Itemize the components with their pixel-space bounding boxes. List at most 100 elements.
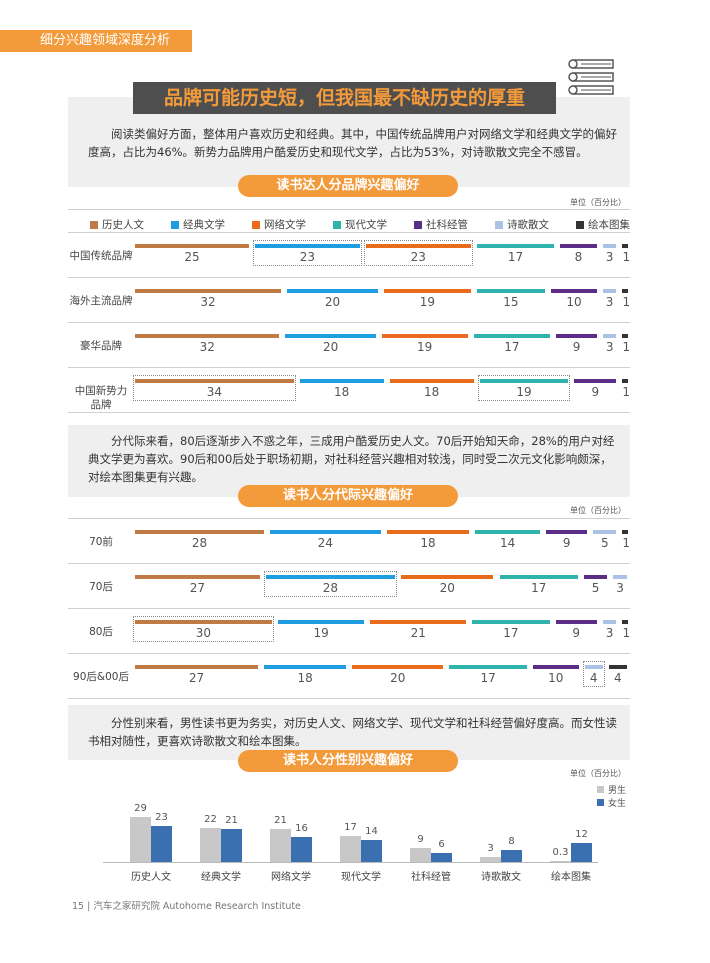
row-label: 海外主流品牌 bbox=[69, 295, 133, 307]
legend-label: 社科经管 bbox=[426, 219, 468, 231]
chart-title-pill: 读书人分性别兴趣偏好 bbox=[238, 750, 458, 772]
data-label: 28 bbox=[191, 536, 208, 550]
bar bbox=[550, 861, 571, 862]
data-label: 20 bbox=[322, 340, 339, 354]
generation-paragraph: 分代际来看，80后逐渐步入不惑之年，三成用户酷爱历史人文。70后开始知天命，28… bbox=[88, 434, 615, 484]
data-label: 10 bbox=[566, 295, 582, 309]
bar-segment bbox=[479, 379, 569, 383]
data-label: 10 bbox=[548, 671, 564, 685]
bar-segment bbox=[370, 620, 467, 624]
data-label: 34 bbox=[206, 385, 222, 399]
category-label: 现代文学 bbox=[341, 872, 381, 883]
data-label: 0.3 bbox=[552, 847, 569, 859]
data-label: 29 bbox=[134, 803, 147, 815]
legend-item: 社科经管 bbox=[414, 217, 468, 232]
bar bbox=[410, 848, 431, 862]
divider bbox=[68, 367, 630, 368]
divider bbox=[68, 653, 630, 654]
bar-segment bbox=[622, 620, 629, 624]
bar-segment bbox=[560, 244, 597, 248]
bar-segment bbox=[622, 334, 629, 338]
data-label: 27 bbox=[188, 671, 205, 685]
data-label: 8 bbox=[574, 250, 583, 264]
bar-segment bbox=[622, 244, 629, 248]
data-label: 18 bbox=[424, 385, 440, 399]
bar-segment bbox=[532, 665, 579, 669]
data-label: 20 bbox=[439, 581, 455, 595]
bar-segment bbox=[386, 530, 470, 534]
intro-paragraph: 阅读类偏好方面，整体用户喜欢历史和经典。其中，中国传统品牌用户对网络文学和经典文… bbox=[88, 127, 617, 159]
data-label: 1 bbox=[622, 250, 631, 264]
legend-swatch bbox=[495, 220, 503, 229]
data-label: 9 bbox=[417, 834, 424, 846]
bar-segment bbox=[574, 379, 617, 383]
data-label: 21 bbox=[225, 815, 238, 827]
gender-chart: 读书人分性别兴趣偏好 单位（百分比） 男生 女生 29 23 历史人文 22 21 经典文学 21 1… bbox=[68, 750, 630, 890]
data-label: 21 bbox=[274, 815, 287, 827]
data-label: 5 bbox=[601, 536, 609, 550]
legend-swatch bbox=[333, 220, 341, 229]
bar-segment bbox=[264, 665, 347, 669]
data-label: 17 bbox=[480, 671, 496, 685]
row-label: 70前 bbox=[89, 536, 113, 548]
x-axis bbox=[103, 862, 598, 863]
generation-chart: 读书人分代际兴趣偏好 单位（百分比） 70前 28 24 18 14 9 5 1 70后 27 28 20… bbox=[68, 485, 631, 699]
bar-segment bbox=[476, 289, 546, 293]
bar-segment bbox=[299, 379, 384, 383]
data-label: 16 bbox=[295, 823, 308, 835]
data-label: 30 bbox=[195, 626, 212, 640]
highlight-box bbox=[263, 571, 398, 597]
bar-segment bbox=[593, 530, 617, 534]
legend-item: 经典文学 bbox=[171, 217, 225, 232]
brand-chart: 读书达人分品牌兴趣偏好 单位（百分比） 历史人文 经典文学 网络文学 现代文学 社科经管 诗歌… bbox=[68, 175, 630, 415]
bar-segment bbox=[365, 244, 471, 248]
footer: 15 | 汽车之家研究院 Autohome Research Institute bbox=[72, 901, 301, 912]
divider bbox=[68, 277, 630, 278]
legend-label: 女生 bbox=[607, 799, 626, 809]
bar bbox=[340, 835, 361, 862]
highlight-box bbox=[363, 240, 473, 266]
data-label: 18 bbox=[334, 385, 350, 399]
bar-segment bbox=[584, 665, 603, 669]
legend-label: 诗歌散文 bbox=[507, 219, 549, 231]
bar-segment bbox=[556, 334, 597, 338]
data-label: 1 bbox=[622, 626, 631, 640]
legend-item: 女生 bbox=[596, 796, 626, 809]
bar bbox=[291, 837, 312, 862]
divider bbox=[68, 209, 630, 210]
bar-segment bbox=[135, 620, 272, 624]
highlight-box bbox=[253, 240, 362, 266]
row-label: 中国新势力 品牌 bbox=[74, 385, 128, 411]
unit-label: 单位（百分比） bbox=[570, 769, 626, 778]
bar-segment bbox=[472, 620, 550, 624]
section-header: 细分兴趣领域深度分析 bbox=[0, 30, 192, 52]
data-label: 23 bbox=[299, 250, 316, 264]
bar-segment bbox=[602, 289, 617, 293]
highlight-box bbox=[477, 375, 571, 401]
data-label: 1 bbox=[622, 385, 630, 399]
divider bbox=[68, 322, 630, 323]
bar-segment bbox=[584, 575, 608, 579]
divider bbox=[68, 608, 630, 609]
page-title: 品牌可能历史短，但我国最不缺历史的厚重 bbox=[133, 82, 556, 114]
legend-item: 历史人文 bbox=[90, 217, 144, 232]
data-label: 27 bbox=[189, 581, 205, 595]
highlight-box bbox=[133, 616, 274, 642]
bar-segment bbox=[135, 575, 260, 579]
bar-segment bbox=[476, 244, 555, 248]
legend-label: 男生 bbox=[607, 786, 626, 796]
bar-segment bbox=[135, 244, 249, 248]
bar-segment bbox=[622, 379, 629, 383]
bar-segment bbox=[608, 665, 627, 669]
data-label: 3 bbox=[605, 626, 614, 640]
unit-label: 单位（百分比） bbox=[570, 506, 626, 515]
divider bbox=[68, 232, 630, 233]
bar-segment bbox=[555, 620, 597, 624]
bar-segment bbox=[545, 530, 588, 534]
bar-segment bbox=[277, 620, 365, 624]
bar bbox=[200, 827, 221, 862]
bar-segment bbox=[135, 530, 264, 534]
data-label: 28 bbox=[322, 581, 339, 595]
legend-swatch bbox=[90, 220, 98, 229]
data-label: 17 bbox=[507, 250, 524, 264]
